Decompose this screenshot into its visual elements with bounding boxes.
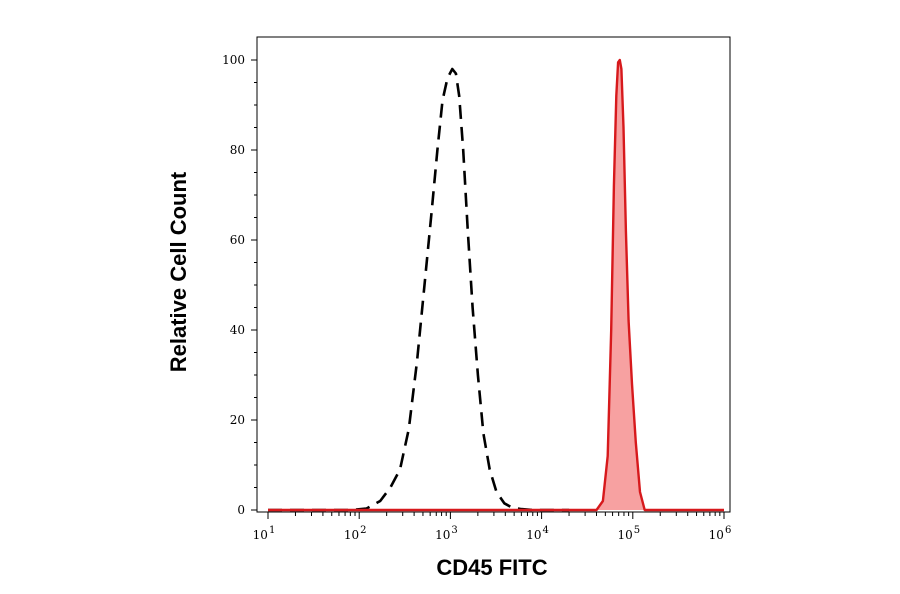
x-tick-label: 105	[617, 525, 640, 542]
y-tick-label: 20	[230, 413, 245, 427]
x-tick-label: 102	[344, 525, 367, 542]
y-tick-label: 40	[230, 323, 245, 337]
x-tick-label: 106	[709, 525, 732, 542]
y-tick-label: 80	[230, 143, 245, 157]
y-tick-label: 60	[230, 233, 245, 247]
x-tick-label: 104	[526, 525, 549, 542]
x-tick-label: 103	[435, 525, 458, 542]
plot-frame	[256, 36, 731, 513]
y-tick-label: 0	[237, 503, 245, 517]
series-1-area	[268, 60, 724, 510]
plot-area: 0 20 40 60 80 100 101 102 103 104 105 106	[222, 36, 732, 542]
series-1-line	[268, 58, 724, 512]
y-tick-label: 100	[222, 53, 245, 67]
x-tick-label: 101	[253, 525, 276, 542]
y-axis-title: Relative Cell Count	[166, 171, 191, 372]
series-0-line	[268, 67, 570, 512]
x-axis-title: CD45 FITC	[436, 555, 547, 580]
